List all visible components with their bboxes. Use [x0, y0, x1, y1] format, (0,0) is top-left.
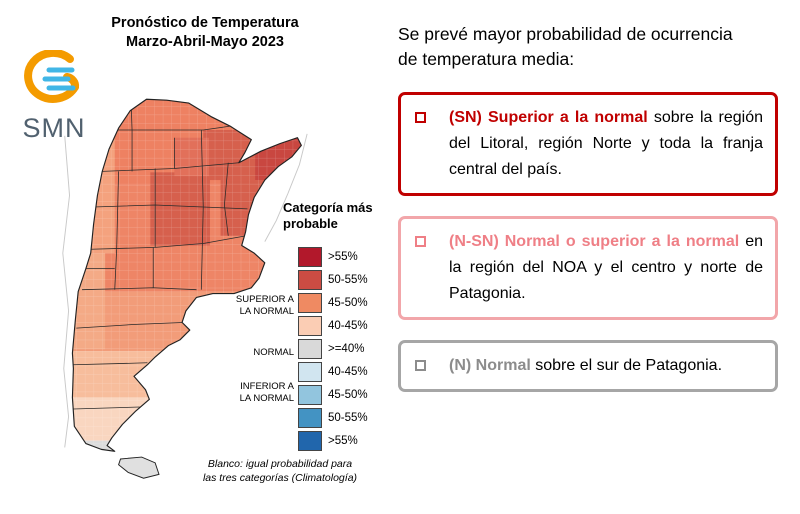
- legend-row: >=40%: [298, 339, 390, 359]
- callout-text: (N-SN) Normal o superior a la normal en …: [449, 229, 763, 307]
- footnote-line1: Blanco: igual probabilidad para: [207, 458, 353, 470]
- legend-row: >55%: [298, 431, 390, 451]
- legend-row: 45-50%: [298, 385, 390, 405]
- argentina-outline: [71, 98, 302, 452]
- callout-lead: (SN) Superior a la normal: [449, 109, 648, 126]
- legend-row: 40-45%: [298, 362, 390, 382]
- callout-rest: en la región del NOA y el centro y norte…: [449, 233, 764, 302]
- legend-label: 50-55%: [328, 274, 368, 286]
- legend-title: Categoría más probable: [283, 200, 390, 232]
- checkbox-icon: [415, 229, 449, 307]
- legend-side-label-superior: SUPERIOR A LA NORMAL: [235, 294, 294, 317]
- map-title-line2: Marzo-Abril-Mayo 2023: [126, 34, 284, 50]
- legend-swatch: [298, 339, 322, 359]
- legend-label: >=40%: [328, 343, 365, 355]
- callout-rest: sobre la región del Litoral, región Nort…: [449, 109, 764, 178]
- legend-label: 40-45%: [328, 320, 368, 332]
- map-legend: Categoría más probable >55% 50-55% 45-50…: [226, 200, 390, 454]
- province-borders: [73, 101, 248, 410]
- legend-row: 45-50%: [298, 293, 390, 313]
- callout-normal: (N) Normal sobre el sur de Patagonia.: [398, 340, 778, 392]
- smn-logo-icon: [24, 49, 80, 103]
- legend-swatch: [298, 385, 322, 405]
- legend-label: 45-50%: [328, 297, 368, 309]
- callout-text: (N) Normal sobre el sur de Patagonia.: [449, 353, 763, 379]
- intro-line1: Se prevé mayor probabilidad de ocurrenci…: [398, 24, 733, 44]
- checkbox-icon: [415, 353, 449, 379]
- legend-swatch: [298, 362, 322, 382]
- footnote-line2: las tres categorías (Climatología): [202, 471, 358, 484]
- legend-swatch: [298, 293, 322, 313]
- legend-swatch: [298, 270, 322, 290]
- map-title: Pronóstico de Temperatura Marzo-Abril-Ma…: [70, 14, 340, 52]
- legend-label: >55%: [328, 251, 358, 263]
- intro-line2: de temperatura media:: [398, 49, 575, 69]
- legend-title-line1: Categoría más: [283, 200, 373, 215]
- legend-label: 50-55%: [328, 412, 368, 424]
- chile-coastline: [62, 135, 71, 448]
- legend-label: 45-50%: [328, 389, 368, 401]
- summary-panel: Se prevé mayor probabilidad de ocurrenci…: [398, 0, 778, 392]
- callout-lead: (N) Normal: [449, 357, 531, 374]
- legend-label: >55%: [328, 435, 358, 447]
- smn-logo-text: SMN: [22, 113, 86, 143]
- smn-logo: SMN: [12, 49, 96, 144]
- checkbox-icon: [415, 105, 449, 183]
- callout-normal-superior: (N-SN) Normal o superior a la normal en …: [398, 216, 778, 320]
- legend-side-label-inferior: INFERIOR A LA NORMAL: [239, 381, 294, 404]
- legend-swatch: [298, 408, 322, 428]
- legend-row: 50-55%: [298, 408, 390, 428]
- tierra-del-fuego: [118, 456, 160, 479]
- map-panel: SMN Pronóstico de Temperatura Marzo-Abri…: [12, 14, 394, 485]
- callout-superior-normal: (SN) Superior a la normal sobre la regió…: [398, 92, 778, 196]
- map-title-line1: Pronóstico de Temperatura: [111, 15, 299, 31]
- callout-rest: sobre el sur de Patagonia.: [535, 357, 723, 374]
- legend-swatch: [298, 316, 322, 336]
- callout-lead: (N-SN) Normal o superior a la normal: [449, 233, 740, 250]
- callout-text: (SN) Superior a la normal sobre la regió…: [449, 105, 763, 183]
- legend-swatch: [298, 247, 322, 267]
- legend-row: 40-45%: [298, 316, 390, 336]
- legend-label: 40-45%: [328, 366, 368, 378]
- legend-title-line2: probable: [283, 216, 338, 231]
- legend-rows: >55% 50-55% 45-50% 40-45% >=40% 40-45% 4…: [298, 247, 390, 451]
- intro-text: Se prevé mayor probabilidad de ocurrenci…: [398, 22, 778, 72]
- legend-row: >55%: [298, 247, 390, 267]
- argentina-forecast-map: [62, 98, 308, 479]
- legend-side-label-normal: NORMAL: [253, 347, 294, 358]
- map-footnote: Blanco: igual probabilidad para las tres…: [166, 458, 394, 485]
- legend-swatch: [298, 431, 322, 451]
- uruguay-coastline: [264, 133, 308, 242]
- legend-row: 50-55%: [298, 270, 390, 290]
